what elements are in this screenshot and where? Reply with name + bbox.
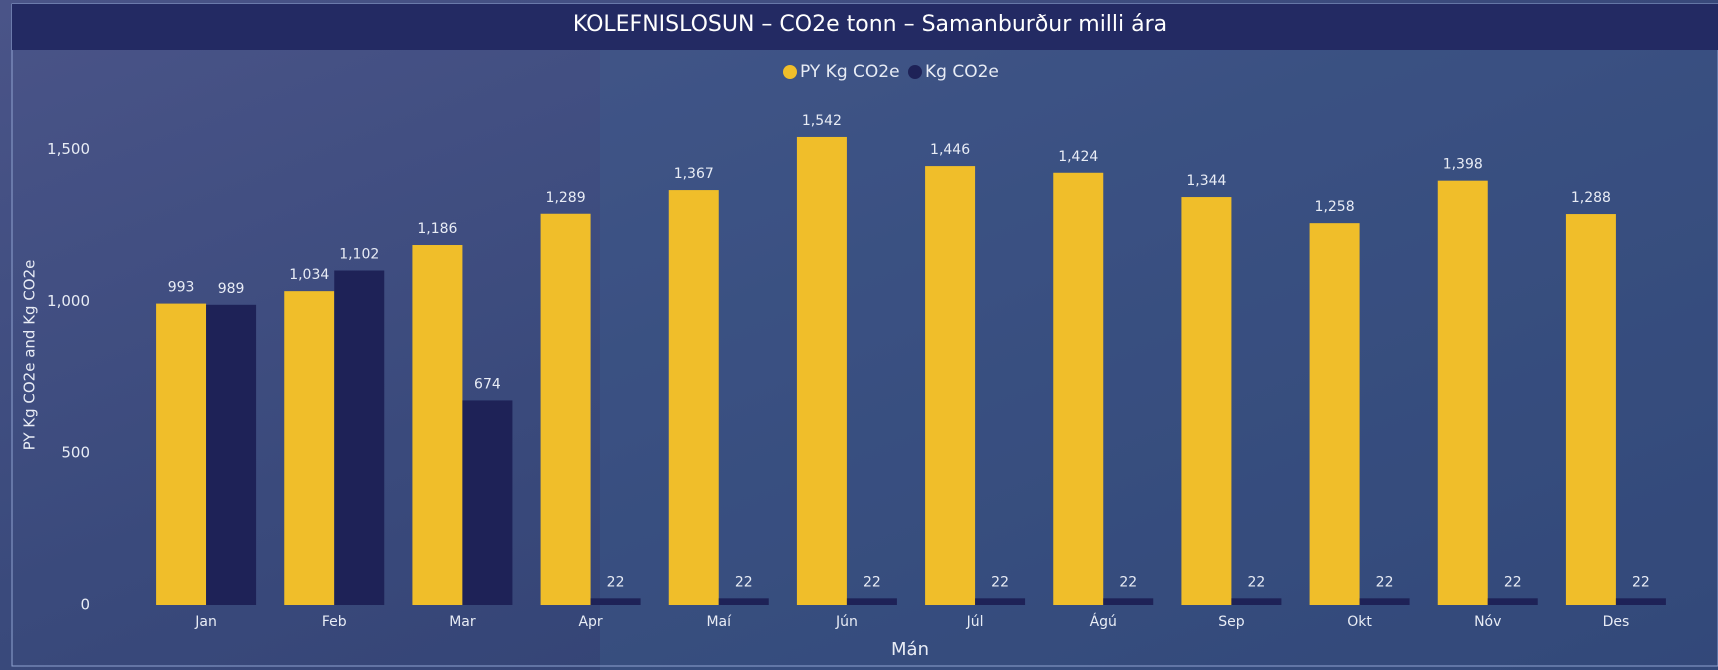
data-label: 22: [1248, 574, 1266, 590]
data-label: 993: [168, 280, 195, 296]
legend-label: Kg CO2e: [925, 62, 999, 82]
bar: [1616, 598, 1666, 605]
bar: [1103, 598, 1153, 605]
bar: [1310, 223, 1360, 605]
data-label: 1,367: [674, 166, 714, 182]
x-tick-label: Maí: [706, 614, 732, 630]
bar: [925, 166, 975, 605]
x-tick-label: Feb: [322, 614, 347, 630]
x-tick-label: Sep: [1218, 614, 1245, 630]
bar: [156, 304, 206, 605]
chart-title: KOLEFNISLOSUN – CO2e tonn – Samanburður …: [573, 12, 1167, 37]
data-label: 1,288: [1571, 190, 1611, 206]
bar: [334, 271, 384, 605]
bar: [591, 598, 641, 605]
data-label: 22: [1119, 574, 1137, 590]
data-label: 22: [1376, 574, 1394, 590]
data-label: 1,034: [289, 267, 329, 283]
y-tick-label: 1,500: [47, 140, 90, 158]
data-label: 1,398: [1443, 157, 1483, 173]
x-tick-label: Jan: [194, 614, 217, 630]
data-label: 22: [991, 574, 1009, 590]
data-label: 22: [607, 574, 625, 590]
background-photo: [600, 50, 1718, 670]
data-label: 22: [1504, 574, 1522, 590]
x-tick-label: Jún: [835, 614, 858, 630]
y-axis-title: PY Kg CO2e and Kg CO2e: [21, 260, 39, 451]
legend-marker: [908, 65, 922, 79]
bar: [975, 598, 1025, 605]
x-tick-label: Okt: [1347, 614, 1372, 630]
bar: [797, 137, 847, 605]
data-label: 1,424: [1058, 149, 1098, 165]
data-label: 1,186: [417, 221, 457, 237]
data-label: 1,344: [1186, 173, 1226, 189]
bar: [1360, 598, 1410, 605]
data-label: 1,102: [339, 247, 379, 263]
bar: [1181, 197, 1231, 605]
data-label: 1,289: [546, 190, 586, 206]
data-label: 989: [218, 281, 245, 297]
x-tick-label: Ágú: [1090, 613, 1117, 630]
bar: [284, 291, 334, 605]
bar: [462, 400, 512, 605]
y-tick-label: 500: [61, 444, 90, 462]
bar: [847, 598, 897, 605]
bar: [1438, 181, 1488, 605]
x-tick-label: Mar: [449, 614, 476, 630]
bar: [719, 598, 769, 605]
data-label: 22: [863, 574, 881, 590]
data-label: 1,258: [1315, 199, 1355, 215]
y-tick-label: 0: [80, 596, 90, 614]
y-tick-label: 1,000: [47, 292, 90, 310]
data-label: 1,542: [802, 113, 842, 129]
bar: [412, 245, 462, 605]
x-tick-label: Des: [1603, 614, 1630, 630]
legend-label: PY Kg CO2e: [800, 62, 900, 82]
x-tick-label: Júl: [966, 614, 984, 630]
bar: [1231, 598, 1281, 605]
bar: [1053, 173, 1103, 605]
bar: [1566, 214, 1616, 605]
bar: [541, 214, 591, 605]
data-label: 22: [1632, 574, 1650, 590]
data-label: 1,446: [930, 142, 970, 158]
bar: [206, 305, 256, 605]
data-label: 22: [735, 574, 753, 590]
x-axis-title: Mán: [891, 639, 929, 660]
page: KOLEFNISLOSUN – CO2e tonn – Samanburður …: [0, 0, 1718, 670]
chart: KOLEFNISLOSUN – CO2e tonn – Samanburður …: [0, 0, 1718, 670]
x-tick-label: Nóv: [1474, 614, 1501, 630]
bar: [669, 190, 719, 605]
x-tick-label: Apr: [578, 614, 602, 630]
bar: [1488, 598, 1538, 605]
data-label: 674: [474, 376, 501, 392]
legend-marker: [783, 65, 797, 79]
